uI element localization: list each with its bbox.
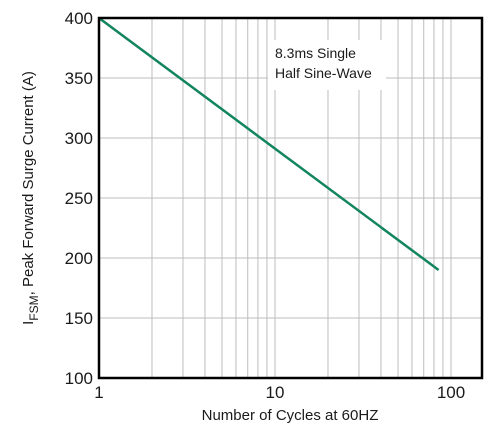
x-tick-label: 10 [266, 383, 285, 402]
x-tick-label: 100 [437, 383, 465, 402]
y-tick-label: 250 [65, 189, 93, 208]
series-line-0 [98, 16, 440, 272]
annotation-line-2: Half Sine-Wave [275, 65, 372, 81]
y-tick-label: 350 [65, 69, 93, 88]
y-axis-title-prefix: I [20, 321, 37, 325]
x-axis-title: Number of Cycles at 60HZ [202, 407, 379, 424]
y-axis-title: IFSM, Peak Forward Surge Current (A) [20, 71, 41, 325]
x-tick-labels: 1 10 100 [94, 383, 465, 402]
grid [98, 17, 482, 379]
series [98, 16, 440, 272]
y-tick-labels: 100 150 200 250 300 350 400 [65, 9, 93, 388]
y-tick-label: 300 [65, 129, 93, 148]
y-tick-label: 150 [65, 309, 93, 328]
y-tick-label: 400 [65, 9, 93, 28]
annotation-background [268, 40, 386, 90]
annotation-group: 8.3ms Single Half Sine-Wave [268, 40, 386, 90]
y-axis-title-suffix: , Peak Forward Surge Current (A) [20, 71, 37, 295]
x-tick-label: 1 [94, 383, 103, 402]
plot-frame [97, 16, 484, 380]
y-axis-title-subscript: FSM [27, 295, 41, 320]
annotation-line-1: 8.3ms Single [275, 45, 356, 61]
y-tick-label: 100 [65, 369, 93, 388]
y-tick-label: 200 [65, 249, 93, 268]
